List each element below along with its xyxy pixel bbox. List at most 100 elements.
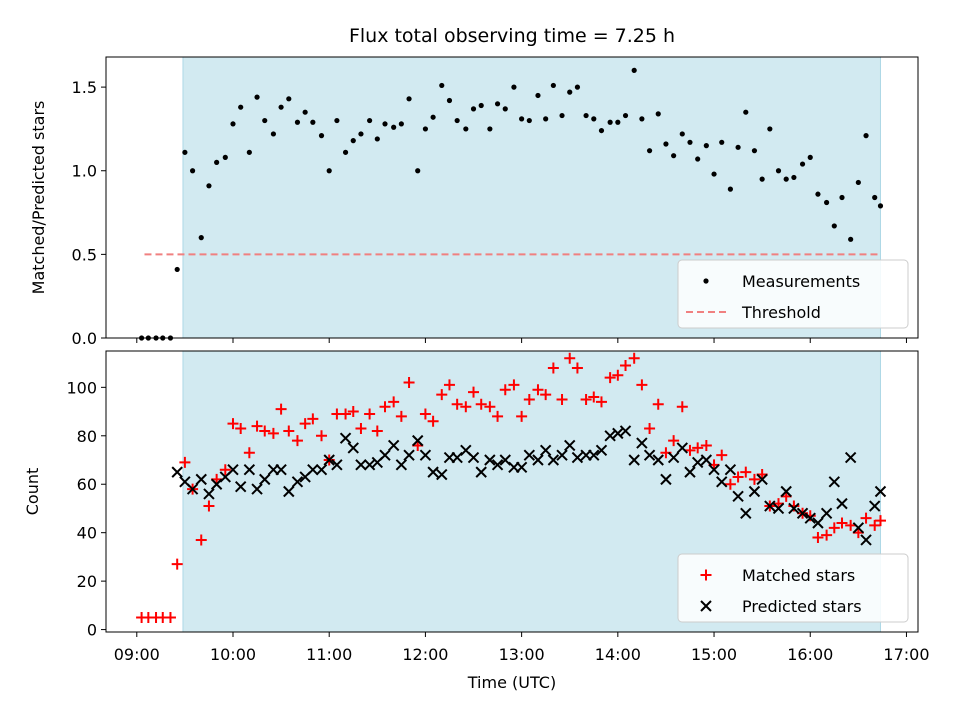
x-tick-label: 16:00 (787, 645, 833, 664)
predicted-point (868, 500, 881, 512)
matched-point (395, 410, 407, 422)
measurement-point (422, 126, 429, 132)
measurement-point (863, 133, 869, 139)
predicted-point (724, 463, 737, 476)
y-axis-label: Count (23, 468, 42, 516)
legend: Matched stars Predicted stars (677, 553, 909, 623)
legend-measurement-swatch (703, 278, 709, 284)
predicted-point (491, 459, 504, 471)
legend-label: Predicted stars (742, 597, 862, 616)
measurement-point (278, 104, 284, 110)
axes-frame (105, 56, 919, 339)
predicted-point (363, 459, 376, 471)
measurement-point (646, 148, 653, 154)
measurement-point (598, 127, 605, 134)
matched-point (564, 352, 576, 364)
matched-point (468, 386, 480, 398)
measurement-point (550, 82, 556, 89)
predicted-point (315, 463, 328, 476)
matched-point (475, 398, 487, 410)
predicted-point (307, 463, 319, 476)
chart-title: Flux total observing time = 7.25 h (349, 25, 675, 47)
measurement-point (310, 119, 316, 125)
x-tick-label: 17:00 (883, 645, 929, 664)
matched-point (340, 408, 352, 420)
measurement-point (824, 199, 830, 206)
measurement-point (767, 126, 773, 132)
measurement-point (671, 153, 677, 159)
matched-point (251, 420, 263, 432)
predicted-point (355, 459, 367, 471)
matched-point (299, 418, 311, 430)
matched-point (732, 471, 744, 483)
measurement-point (615, 119, 621, 125)
matched-point (668, 435, 680, 447)
matched-point (556, 393, 568, 405)
x-tick-label: 09:00 (114, 645, 160, 664)
predicted-point (652, 454, 664, 466)
measurement-point (342, 149, 349, 155)
measurement-point (687, 139, 693, 145)
series-predicted-stars (171, 425, 887, 546)
predicted-point (259, 473, 271, 486)
predicted-point (532, 454, 544, 466)
matched-point (869, 519, 881, 531)
predicted-point (331, 459, 343, 471)
x-tick-label: 10:00 (210, 645, 256, 664)
predicted-point (844, 451, 857, 464)
measurement-point (302, 109, 308, 115)
matched-point (379, 401, 391, 413)
measurement-point (318, 133, 325, 139)
predicted-point (874, 485, 887, 498)
predicted-point (628, 454, 640, 466)
predicted-point (588, 449, 600, 461)
predicted-point (556, 449, 568, 461)
matched-point (821, 529, 833, 541)
matched-point (748, 473, 760, 485)
predicted-point (676, 442, 688, 454)
predicted-point (339, 432, 352, 444)
ratio-panel: 0.0 0.5 1.0 1.5 Matched/Predicted stars Measu… (29, 56, 919, 348)
y-tick-label: 100 (66, 378, 97, 397)
matched-point (179, 456, 191, 468)
predicted-point (403, 449, 415, 461)
predicted-point (660, 473, 672, 486)
measurement-point (398, 121, 404, 127)
predicted-point (234, 480, 247, 493)
predicted-point (571, 451, 584, 464)
matched-point (492, 410, 504, 422)
measurement-point (848, 236, 854, 242)
measurement-point (206, 183, 212, 189)
y-tick-label: 1.5 (72, 78, 97, 97)
legend-predicted-swatch (700, 600, 712, 612)
predicted-point (836, 497, 848, 510)
measurement-point (214, 159, 220, 165)
matched-point (845, 519, 857, 531)
measurement-point (446, 97, 453, 104)
measurement-point (639, 116, 645, 122)
predicted-point (700, 454, 713, 466)
predicted-point (643, 449, 656, 461)
series-measurements (138, 67, 884, 341)
y-tick-label: 1.0 (72, 162, 97, 181)
matched-point (652, 398, 664, 410)
measurement-point (559, 112, 565, 119)
measurement-point (238, 104, 244, 110)
predicted-point (820, 507, 833, 520)
y-tick-label: 0.0 (72, 329, 97, 348)
matched-point (388, 396, 400, 408)
matched-point (532, 384, 544, 396)
predicted-point (604, 430, 616, 442)
predicted-point (251, 483, 263, 495)
matched-point (516, 410, 528, 422)
matched-point (355, 423, 367, 435)
y-tick-label: 60 (77, 475, 97, 494)
predicted-point (732, 490, 744, 503)
matched-point (540, 389, 552, 401)
matched-point (812, 532, 824, 544)
measurement-point (367, 117, 373, 124)
measurement-point (294, 119, 301, 125)
matched-point (612, 369, 624, 381)
predicted-point (347, 442, 359, 454)
